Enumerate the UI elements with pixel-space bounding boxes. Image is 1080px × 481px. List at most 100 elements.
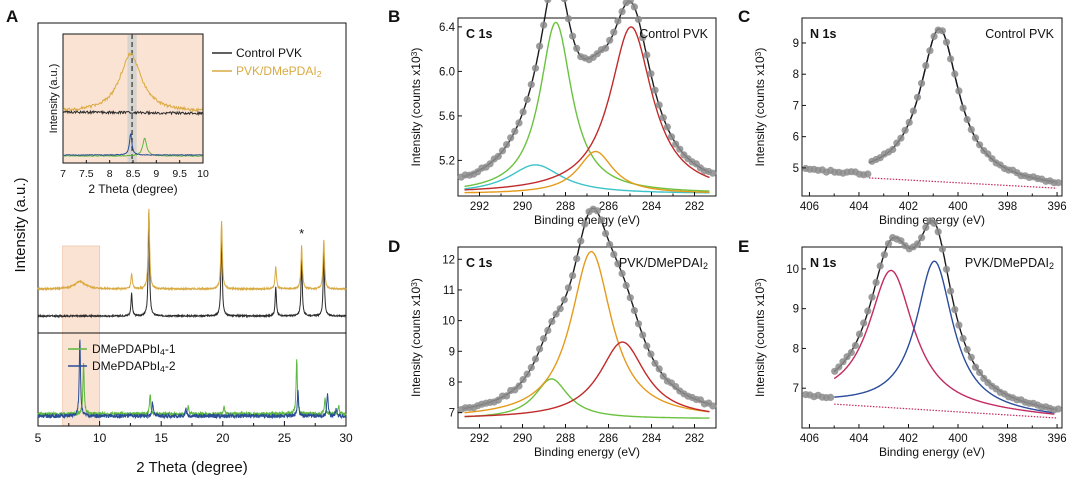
inset-x-tick-label: 9 bbox=[153, 168, 159, 180]
component-peak-3 bbox=[464, 150, 710, 194]
x-tick-label: 396 bbox=[1047, 201, 1066, 213]
y-tick-label: 7 bbox=[793, 100, 799, 112]
x-tick-label: 288 bbox=[556, 201, 575, 213]
data-point bbox=[855, 330, 864, 338]
y-tick-label: 12 bbox=[442, 254, 455, 266]
y-axis-label: Intensity (a.u.) bbox=[12, 177, 29, 272]
inset-x-tick-label: 10 bbox=[197, 168, 209, 180]
data-point bbox=[913, 93, 922, 101]
element-label: N 1s bbox=[810, 27, 836, 41]
data-point bbox=[880, 251, 889, 259]
data-point bbox=[938, 245, 947, 253]
data-point bbox=[951, 70, 959, 78]
data-point bbox=[507, 134, 515, 142]
panel-letter-b: B bbox=[388, 7, 400, 26]
data-point bbox=[851, 341, 860, 350]
x-tick-label: 286 bbox=[599, 433, 618, 445]
x-tick-label: 15 bbox=[155, 431, 169, 445]
data-point bbox=[709, 402, 717, 410]
element-label: C 1s bbox=[466, 256, 492, 270]
data-point bbox=[905, 118, 913, 126]
data-point bbox=[872, 278, 880, 286]
data-point bbox=[922, 223, 930, 231]
y-tick-label: 9 bbox=[793, 38, 799, 50]
x-tick-label: 10 bbox=[93, 431, 107, 445]
data-point bbox=[864, 307, 872, 315]
data-point bbox=[577, 237, 585, 245]
x-tick-label: 25 bbox=[278, 431, 292, 445]
legend-label-ref2: DMePDAPbI4-2 bbox=[92, 359, 176, 374]
component-peak-1 bbox=[464, 378, 710, 419]
data-point bbox=[827, 393, 835, 401]
data-point bbox=[938, 27, 947, 35]
data-point bbox=[963, 115, 971, 124]
data-point bbox=[634, 320, 643, 328]
x-tick-label: 282 bbox=[685, 433, 704, 445]
y-tick-label: 6.4 bbox=[439, 22, 456, 34]
y-tick-label: 6 bbox=[793, 132, 799, 144]
data-point bbox=[893, 139, 901, 147]
data-point bbox=[523, 95, 531, 104]
panel-b: 292 290 288 286 284 282 5.2 5.6 6.0 6.4 Binding en… bbox=[388, 0, 717, 227]
data-point bbox=[959, 334, 967, 343]
data-point bbox=[1054, 179, 1062, 187]
inset-x-tick-label: 8 bbox=[107, 168, 113, 180]
data-point bbox=[573, 255, 581, 263]
data-point bbox=[835, 363, 843, 371]
inset-x-tick-label: 8.5 bbox=[126, 168, 141, 180]
y-axis-label-part: Intensity (counts x10 bbox=[753, 287, 767, 397]
x-tick-label: 292 bbox=[470, 433, 489, 445]
x-tick-label: 400 bbox=[948, 201, 967, 213]
data-point bbox=[934, 228, 942, 236]
data-point bbox=[963, 345, 971, 354]
data-point bbox=[536, 345, 544, 353]
data-point bbox=[630, 3, 639, 11]
legend-label-ref1-part: DMePDAPbI bbox=[92, 342, 160, 356]
data-point bbox=[947, 287, 955, 295]
x-tick-label: 402 bbox=[899, 201, 918, 213]
data-point bbox=[951, 306, 959, 314]
data-point bbox=[606, 36, 614, 44]
data-point bbox=[647, 70, 655, 78]
data-point bbox=[531, 64, 540, 72]
y-axis-label-part: Intensity (counts x10 bbox=[409, 56, 423, 166]
sample-label: PVK/DMePDAI2 bbox=[965, 256, 1054, 271]
xrd-trace-4 bbox=[37, 339, 347, 420]
data-point bbox=[618, 269, 626, 278]
x-tick-label: 398 bbox=[998, 201, 1017, 213]
x-tick-label: 30 bbox=[339, 431, 353, 445]
sample-label-part: 2 bbox=[703, 261, 708, 271]
legend-label-ref2-part: DMePDAPbI bbox=[92, 359, 160, 373]
y-axis-label: Intensity (counts x103) bbox=[409, 278, 423, 397]
x-tick-label: 404 bbox=[849, 201, 869, 213]
data-point bbox=[527, 80, 535, 89]
data-point bbox=[860, 319, 868, 327]
element-label: C 1s bbox=[466, 27, 492, 41]
data-point bbox=[676, 145, 684, 153]
data-point bbox=[651, 359, 659, 367]
data-point bbox=[515, 382, 523, 390]
x-tick-label: 400 bbox=[948, 433, 967, 445]
xrd-trace-3 bbox=[37, 359, 347, 418]
data-point bbox=[511, 127, 519, 135]
legend-label-ref2-part: 4 bbox=[160, 364, 165, 374]
data-point bbox=[1054, 405, 1062, 413]
data-point bbox=[643, 51, 651, 59]
x-axis-label: 2 Theta (degree) bbox=[136, 459, 247, 476]
data-point bbox=[651, 86, 659, 94]
panel-letter-a: A bbox=[6, 7, 18, 26]
data-point bbox=[955, 87, 963, 95]
element-label: N 1s bbox=[810, 256, 836, 270]
data-point bbox=[573, 44, 581, 53]
data-point bbox=[610, 28, 618, 36]
x-tick-label: 20 bbox=[216, 431, 230, 445]
y-axis-label-part: Intensity (counts x10 bbox=[409, 287, 423, 397]
data-point bbox=[918, 79, 926, 87]
sample-label: Control PVK bbox=[985, 27, 1054, 41]
xrd-trace-1 bbox=[37, 212, 346, 319]
legend-label-dme-part: PVK/DMePDAI bbox=[236, 64, 317, 78]
data-point bbox=[560, 296, 568, 304]
x-tick-label: 288 bbox=[556, 433, 575, 445]
y-tick-label: 10 bbox=[786, 264, 799, 276]
